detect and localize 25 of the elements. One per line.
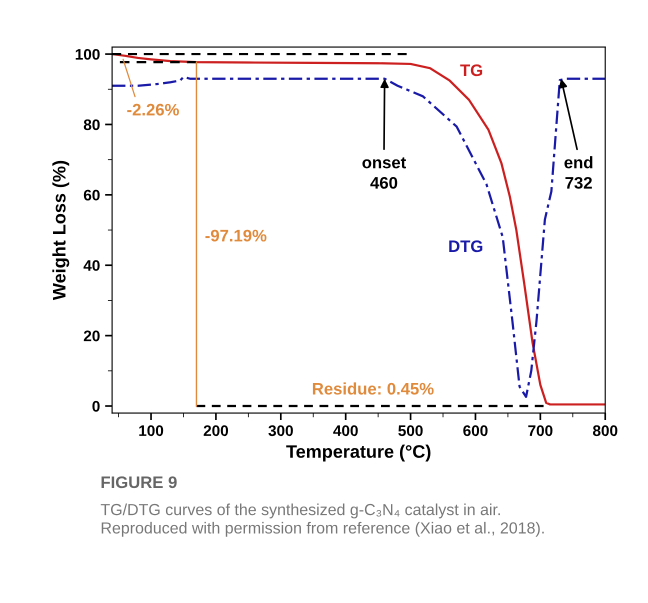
annotation: -2.26% — [127, 104, 179, 116]
y-tick-label: 100 — [76, 48, 100, 60]
annotation: end 732 — [564, 156, 592, 189]
x-tick-label: 500 — [398, 425, 423, 436]
series-label: DTG — [449, 240, 482, 252]
annotation: onset 460 — [362, 157, 406, 189]
y-tick-label: 80 — [84, 119, 100, 130]
y-tick-label: 20 — [84, 330, 100, 342]
x-tick-label: 300 — [268, 425, 293, 436]
x-tick-label: 200 — [204, 425, 228, 436]
x-tick-label: 700 — [528, 425, 552, 436]
y-tick-label: 60 — [84, 190, 100, 201]
x-tick-label: 100 — [139, 425, 164, 436]
x-axis-title: Temperature (°C) — [286, 444, 430, 462]
caption: FIGURE 9 — [102, 476, 177, 488]
y-tick-label: 40 — [84, 260, 100, 271]
y-axis-title: Weight Loss (%) — [52, 160, 70, 300]
annotation: -97.19% — [205, 230, 266, 242]
x-tick-label: 800 — [592, 425, 618, 436]
text: TG/DTG curves of the synthesized g-C₃N₄ catalyst in air. Reproduced with permission from reference (Xiao et al., 2018). — [100, 504, 544, 537]
series-label: TG — [460, 64, 482, 76]
annotation: Residue: 0.45% — [312, 382, 434, 395]
x-tick-label: 400 — [333, 425, 358, 436]
x-tick-label: 600 — [463, 425, 488, 436]
y-tick-label: 0 — [92, 400, 100, 412]
